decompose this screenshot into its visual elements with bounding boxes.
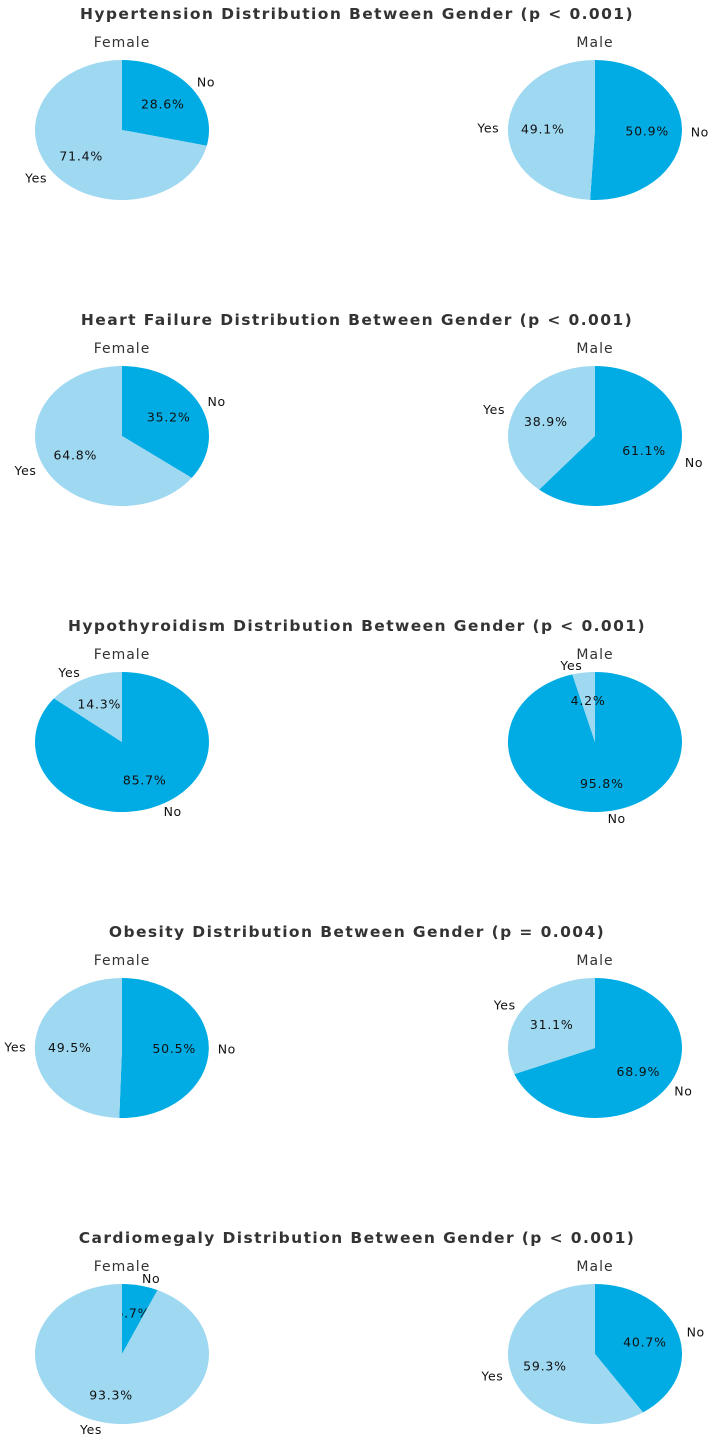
slice-category-label: Yes [476, 120, 499, 135]
pie-slice-no [514, 978, 682, 1118]
pie-male: Male 68.9% No 31.1% Yes [493, 953, 692, 1118]
slice-category-label: No [691, 125, 709, 140]
pie-slice-yes [572, 672, 595, 742]
pie-male: Male 61.1% No 38.9% Yes [482, 341, 703, 506]
pie-male: Male 95.8% No 4.2% Yes [507, 647, 682, 826]
slice-percent-label: 68.9% [616, 1064, 660, 1079]
pie-slice-yes [35, 366, 192, 506]
slice-category-label: Yes [24, 171, 47, 186]
chart-title: Obesity Distribution Between Gender (p =… [109, 923, 605, 941]
pie-male: Male 50.9% No 49.1% Yes [476, 35, 709, 200]
pie-slice-no [122, 60, 209, 146]
pie-female: Female 6.7% No 93.3% Yes [35, 1259, 210, 1437]
pie-slice-yes [53, 672, 122, 742]
pie-slice-no [122, 1284, 158, 1354]
chart-title: Heart Failure Distribution Between Gende… [81, 311, 633, 329]
pie-slice-no [34, 672, 209, 813]
slice-percent-label: 35.2% [147, 410, 191, 425]
pie-female: Female 35.2% No 64.8% Yes [14, 341, 226, 506]
slice-category-label: Yes [493, 997, 516, 1012]
slice-percent-label: 38.9% [524, 414, 568, 429]
slice-percent-label: 6.7% [115, 1305, 150, 1320]
slice-percent-label: 61.1% [622, 443, 666, 458]
slice-category-label: Yes [79, 1422, 102, 1437]
slice-percent-label: 50.5% [152, 1041, 196, 1056]
pie-slice-yes [508, 366, 595, 490]
pie-slice-yes [508, 1284, 643, 1425]
slice-category-label: Yes [3, 1039, 26, 1054]
slice-percent-label: 14.3% [77, 697, 121, 712]
pie-subtitle: Male [576, 341, 613, 357]
pie-slice-no [539, 366, 683, 506]
slice-category-label: No [608, 811, 626, 826]
slice-category-label: No [197, 75, 215, 90]
slice-category-label: Yes [559, 658, 582, 673]
pie-slice-no [119, 978, 209, 1118]
pie-female: Female 28.6% No 71.4% Yes [24, 35, 215, 201]
pie-subtitle: Female [94, 953, 151, 969]
pie-slice-no [507, 672, 682, 813]
slice-category-label: No [208, 394, 226, 409]
chart-title: Cardiomegaly Distribution Between Gender… [79, 1229, 636, 1247]
pie-subtitle: Female [94, 1259, 151, 1275]
pie-subtitle: Male [576, 647, 613, 663]
pie-slice-yes [507, 59, 595, 200]
slice-percent-label: 64.8% [53, 447, 97, 462]
pie-male: Male 40.7% No 59.3% Yes [480, 1259, 705, 1425]
slice-category-label: No [685, 455, 703, 470]
slice-category-label: No [674, 1084, 692, 1099]
pie-subtitle: Male [576, 1259, 613, 1275]
chart-panel-3: Hypothyroidism Distribution Between Gend… [34, 617, 682, 826]
pie-subtitle: Male [576, 35, 613, 51]
pie-female: Female 85.7% No 14.3% Yes [34, 647, 209, 819]
chart-panel-1: Hypertension Distribution Between Gender… [24, 5, 709, 201]
slice-category-label: Yes [482, 402, 505, 417]
pie-slice-no [122, 366, 210, 478]
slice-percent-label: 40.7% [623, 1334, 667, 1349]
chart-title: Hypertension Distribution Between Gender… [80, 5, 634, 23]
slice-percent-label: 95.8% [580, 776, 624, 791]
pie-slice-yes [507, 978, 595, 1075]
pie-subtitle: Female [94, 35, 151, 51]
pie-slice-no [590, 60, 682, 200]
pie-subtitle: Male [576, 953, 613, 969]
chart-title: Hypothyroidism Distribution Between Gend… [68, 617, 646, 635]
pie-subtitle: Female [94, 341, 151, 357]
slice-percent-label: 49.1% [521, 121, 565, 136]
slice-percent-label: 85.7% [123, 772, 167, 787]
slice-category-label: No [687, 1324, 705, 1339]
pie-slice-yes [34, 60, 207, 201]
slice-percent-label: 93.3% [89, 1388, 133, 1403]
slice-category-label: No [142, 1271, 160, 1286]
slice-category-label: No [218, 1042, 236, 1057]
chart-panel-2: Heart Failure Distribution Between Gende… [14, 311, 703, 506]
slice-percent-label: 49.5% [48, 1040, 92, 1055]
slice-category-label: Yes [57, 665, 80, 680]
chart-panel-5: Cardiomegaly Distribution Between Gender… [35, 1229, 705, 1437]
slice-percent-label: 59.3% [523, 1359, 567, 1374]
slice-percent-label: 50.9% [625, 124, 669, 139]
slice-percent-label: 28.6% [141, 96, 185, 111]
chart-panel-4: Obesity Distribution Between Gender (p =… [3, 923, 692, 1118]
slice-percent-label: 31.1% [530, 1017, 574, 1032]
pie-slice-yes [34, 977, 123, 1118]
slice-category-label: No [164, 804, 182, 819]
slice-percent-label: 4.2% [571, 693, 606, 708]
slice-percent-label: 71.4% [59, 149, 103, 164]
slice-category-label: Yes [14, 463, 37, 478]
slice-category-label: Yes [480, 1369, 503, 1384]
pie-subtitle: Female [94, 647, 151, 663]
pie-slice-yes [35, 1284, 210, 1424]
pie-female: Female 50.5% No 49.5% Yes [3, 953, 236, 1118]
pie-slice-no [595, 1284, 683, 1413]
